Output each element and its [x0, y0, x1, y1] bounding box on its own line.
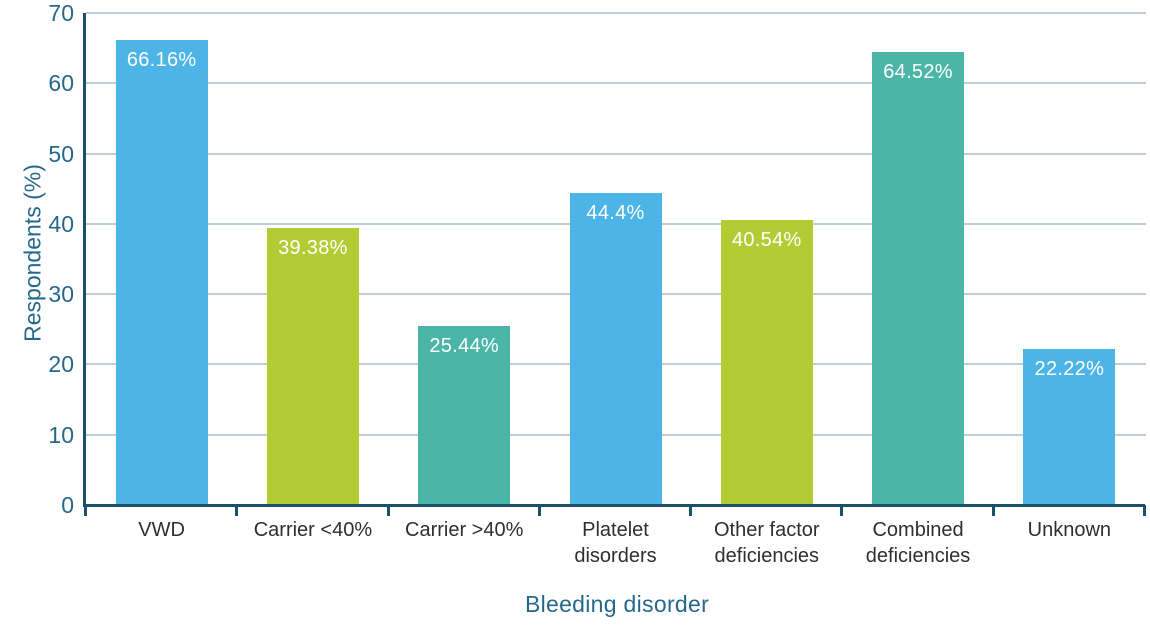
y-axis-line: [83, 13, 86, 507]
y-tick-label: 60: [48, 70, 74, 97]
bar-value-label: 22.22%: [1034, 357, 1105, 380]
category-label: Unknown: [1027, 519, 1112, 541]
y-tick-label: 0: [61, 492, 74, 518]
bar-value-label: 40.54%: [731, 229, 802, 252]
gridline: [86, 152, 1146, 155]
y-tick-label: 70: [48, 0, 74, 26]
bar: 25.44%: [418, 326, 511, 505]
bar: 22.22%: [1023, 348, 1116, 505]
bar-value-label: 39.38%: [278, 237, 348, 260]
x-axis-title: Bleeding disorder: [524, 591, 710, 617]
x-axis-tick: [537, 505, 541, 516]
y-tick-label: 40: [48, 210, 74, 237]
x-axis-tick: [840, 505, 844, 516]
x-axis-tick: [386, 505, 390, 516]
bar: 64.52%: [872, 51, 965, 505]
x-axis-line: [83, 504, 1145, 507]
y-tick-label: 10: [48, 421, 74, 448]
x-axis-tick: [235, 505, 239, 516]
y-axis-title: Respondents (%): [19, 164, 46, 342]
x-axis-tick: [1143, 505, 1146, 516]
y-tick-label: 20: [48, 351, 74, 378]
bar-value-label: 64.52%: [883, 60, 953, 83]
category-label: VWD: [138, 519, 185, 541]
plot-area: 66.16% 39.38% 25.44% 44.4% 40.54% 64.52% 22.22…: [48, 0, 1148, 567]
bar-value-label: 25.44%: [429, 335, 500, 358]
gridline: [86, 12, 1146, 14]
x-axis-tick: [84, 505, 87, 516]
category-label: Carrier >40%: [405, 519, 524, 541]
category-label: Platelet disorders: [574, 519, 657, 567]
y-tick-label: 50: [48, 140, 74, 167]
x-axis-tick: [991, 505, 995, 516]
x-axis-tick: [689, 505, 693, 516]
bar: 39.38%: [266, 228, 359, 505]
bar: 66.16%: [115, 40, 208, 505]
bar-value-label: 44.4%: [586, 201, 645, 224]
bar: 40.54%: [720, 220, 813, 505]
category-label: Combined deficiencies: [865, 519, 971, 567]
category-label: Other factor deficiencies: [713, 519, 820, 567]
bar: 44.4%: [569, 192, 662, 505]
y-tick-label: 30: [48, 281, 74, 308]
category-label: Carrier <40%: [253, 519, 373, 541]
bar-value-label: 66.16%: [126, 49, 197, 71]
gridline: [86, 82, 1146, 85]
